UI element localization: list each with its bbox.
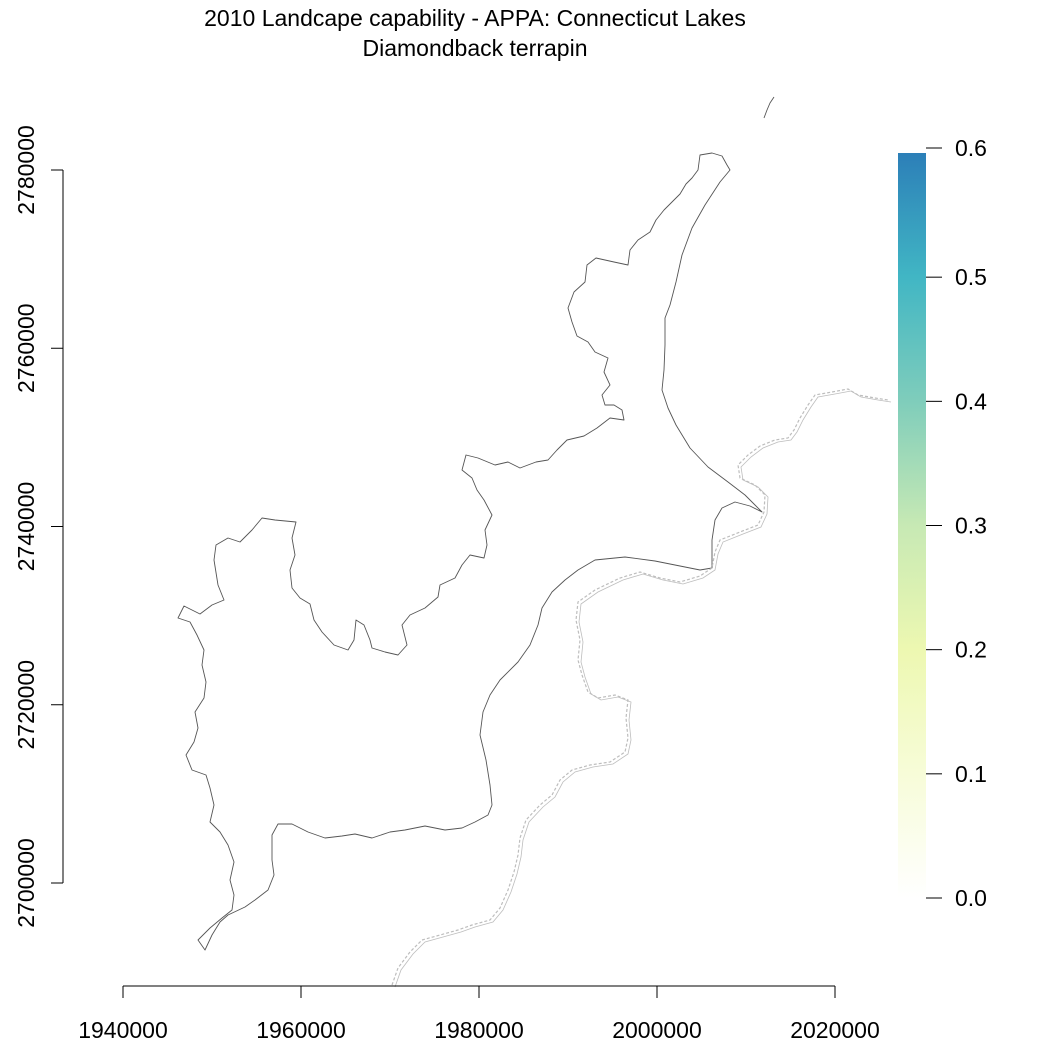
legend-label: 0.0 [955, 885, 987, 911]
y-tick-label: 2760000 [13, 303, 39, 393]
x-tick-label: 1960000 [256, 1017, 346, 1043]
y-tick-label: 2740000 [13, 482, 39, 572]
legend-label: 0.2 [955, 637, 987, 663]
legend-label: 0.5 [955, 264, 987, 290]
x-tick-label: 2000000 [612, 1017, 702, 1043]
x-tick-label: 1980000 [434, 1017, 524, 1043]
legend-label: 0.4 [955, 388, 987, 414]
x-axis: 1940000 1960000 1980000 2000000 2020000 [78, 985, 880, 1043]
legend-label: 0.1 [955, 761, 987, 787]
legend-colorbar [898, 153, 926, 898]
map-geometry [177, 96, 892, 988]
y-axis: 2700000 2720000 2740000 2760000 2780000 [13, 125, 64, 928]
state-boundary-inner [394, 390, 892, 988]
map-subtitle: Diamondback terrapin [362, 35, 587, 61]
y-tick-label: 2700000 [13, 838, 39, 928]
region-boundary [177, 152, 763, 951]
x-tick-label: 1940000 [78, 1017, 168, 1043]
legend-label: 0.3 [955, 513, 987, 539]
state-boundary [391, 388, 889, 986]
map-title: 2010 Landcape capability - APPA: Connect… [204, 5, 746, 31]
y-tick-label: 2780000 [13, 125, 39, 215]
y-tick-label: 2720000 [13, 660, 39, 750]
x-tick-label: 2020000 [790, 1017, 880, 1043]
region-fragment [763, 96, 775, 119]
legend: 0.0 0.1 0.2 0.3 0.4 0.5 0.6 [898, 135, 987, 911]
legend-label: 0.6 [955, 135, 987, 161]
